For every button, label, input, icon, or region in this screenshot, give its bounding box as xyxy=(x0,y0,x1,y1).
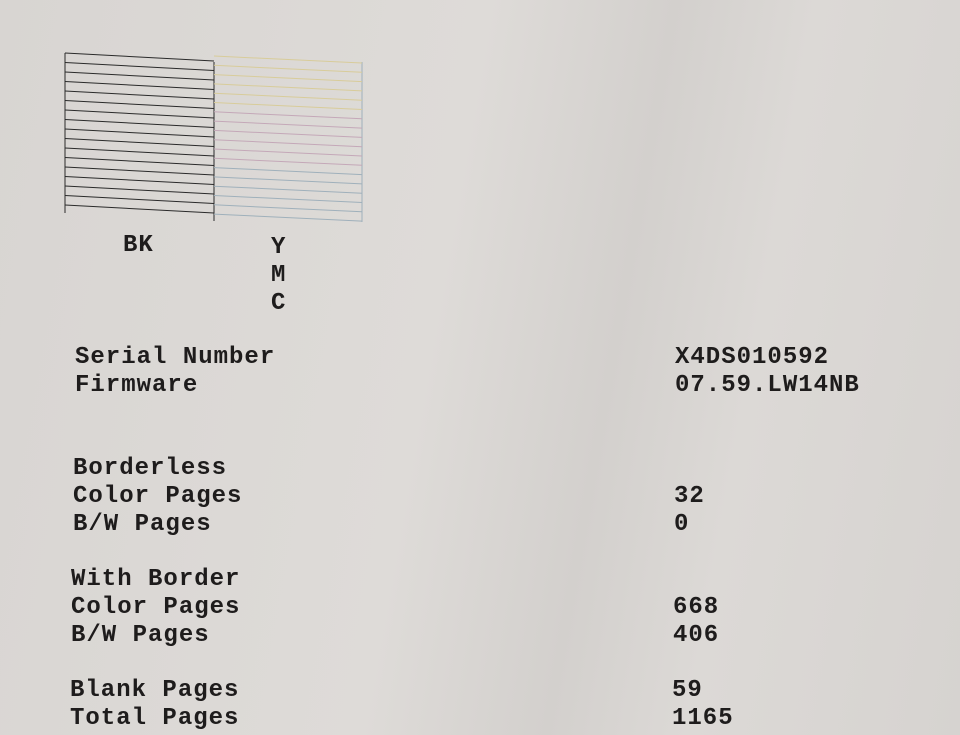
borderless-bw-label: B/W Pages xyxy=(73,511,212,538)
black-nozzle-line xyxy=(64,100,215,109)
serial-value: X4DS010592 xyxy=(675,344,830,371)
border-bw-value: 406 xyxy=(673,622,720,649)
total-pages-value: 1165 xyxy=(672,705,734,732)
border-color-value: 668 xyxy=(673,594,720,621)
yellow-nozzle-line xyxy=(213,92,363,101)
black-nozzle-line xyxy=(64,81,215,90)
cyan-nozzle-line xyxy=(213,195,363,203)
borderless-heading: Borderless xyxy=(73,455,228,482)
black-nozzle-line xyxy=(64,185,215,195)
yellow-nozzle-line xyxy=(213,102,363,110)
black-nozzle-line xyxy=(64,119,215,128)
border-bw-label: B/W Pages xyxy=(71,622,210,649)
borderless-color-label: Color Pages xyxy=(73,483,243,510)
magenta-nozzle-line xyxy=(213,129,363,138)
magenta-nozzle-line xyxy=(213,139,363,148)
magenta-nozzle-line xyxy=(213,111,363,120)
black-nozzle-line xyxy=(64,71,215,81)
yellow-nozzle-line xyxy=(213,64,363,73)
cyan-nozzle-line xyxy=(213,167,363,176)
yellow-nozzle-line xyxy=(213,55,363,64)
black-nozzle-line xyxy=(64,157,215,166)
magenta-nozzle-line xyxy=(213,120,363,129)
magenta-nozzle-line xyxy=(213,157,363,166)
black-nozzle-line xyxy=(64,204,215,214)
yellow-label: Y xyxy=(271,234,287,261)
black-nozzle-line xyxy=(64,176,215,185)
firmware-label: Firmware xyxy=(75,372,199,399)
black-nozzle-line xyxy=(64,62,215,71)
black-nozzle-line xyxy=(64,109,215,119)
black-label: BK xyxy=(123,232,154,259)
blank-pages-value: 59 xyxy=(672,677,703,704)
black-nozzle-line xyxy=(64,138,215,147)
blank-pages-label: Blank Pages xyxy=(70,677,240,704)
black-nozzle-line xyxy=(64,52,215,62)
nozzle-check-pattern xyxy=(64,52,363,222)
cyan-nozzle-line xyxy=(213,185,363,194)
black-nozzle-line xyxy=(64,147,215,157)
borderless-color-value: 32 xyxy=(674,483,705,510)
border-heading: With Border xyxy=(71,566,241,593)
yellow-nozzle-line xyxy=(213,74,363,83)
magenta-nozzle-line xyxy=(213,148,363,157)
black-nozzle-line xyxy=(64,166,215,176)
total-pages-label: Total Pages xyxy=(70,705,240,732)
serial-label: Serial Number xyxy=(75,344,276,371)
border-color-label: Color Pages xyxy=(71,594,241,621)
firmware-value: 07.59.LW14NB xyxy=(675,372,860,399)
borderless-bw-value: 0 xyxy=(674,511,690,538)
black-nozzle-line xyxy=(64,195,215,204)
magenta-label: M xyxy=(271,262,287,289)
yellow-nozzle-line xyxy=(213,83,363,92)
cyan-label: C xyxy=(271,290,287,317)
cyan-nozzle-line xyxy=(213,213,363,222)
cyan-nozzle-line xyxy=(213,204,363,213)
black-nozzle-line xyxy=(64,90,215,100)
black-nozzle-line xyxy=(64,128,215,138)
cyan-nozzle-line xyxy=(213,176,363,185)
